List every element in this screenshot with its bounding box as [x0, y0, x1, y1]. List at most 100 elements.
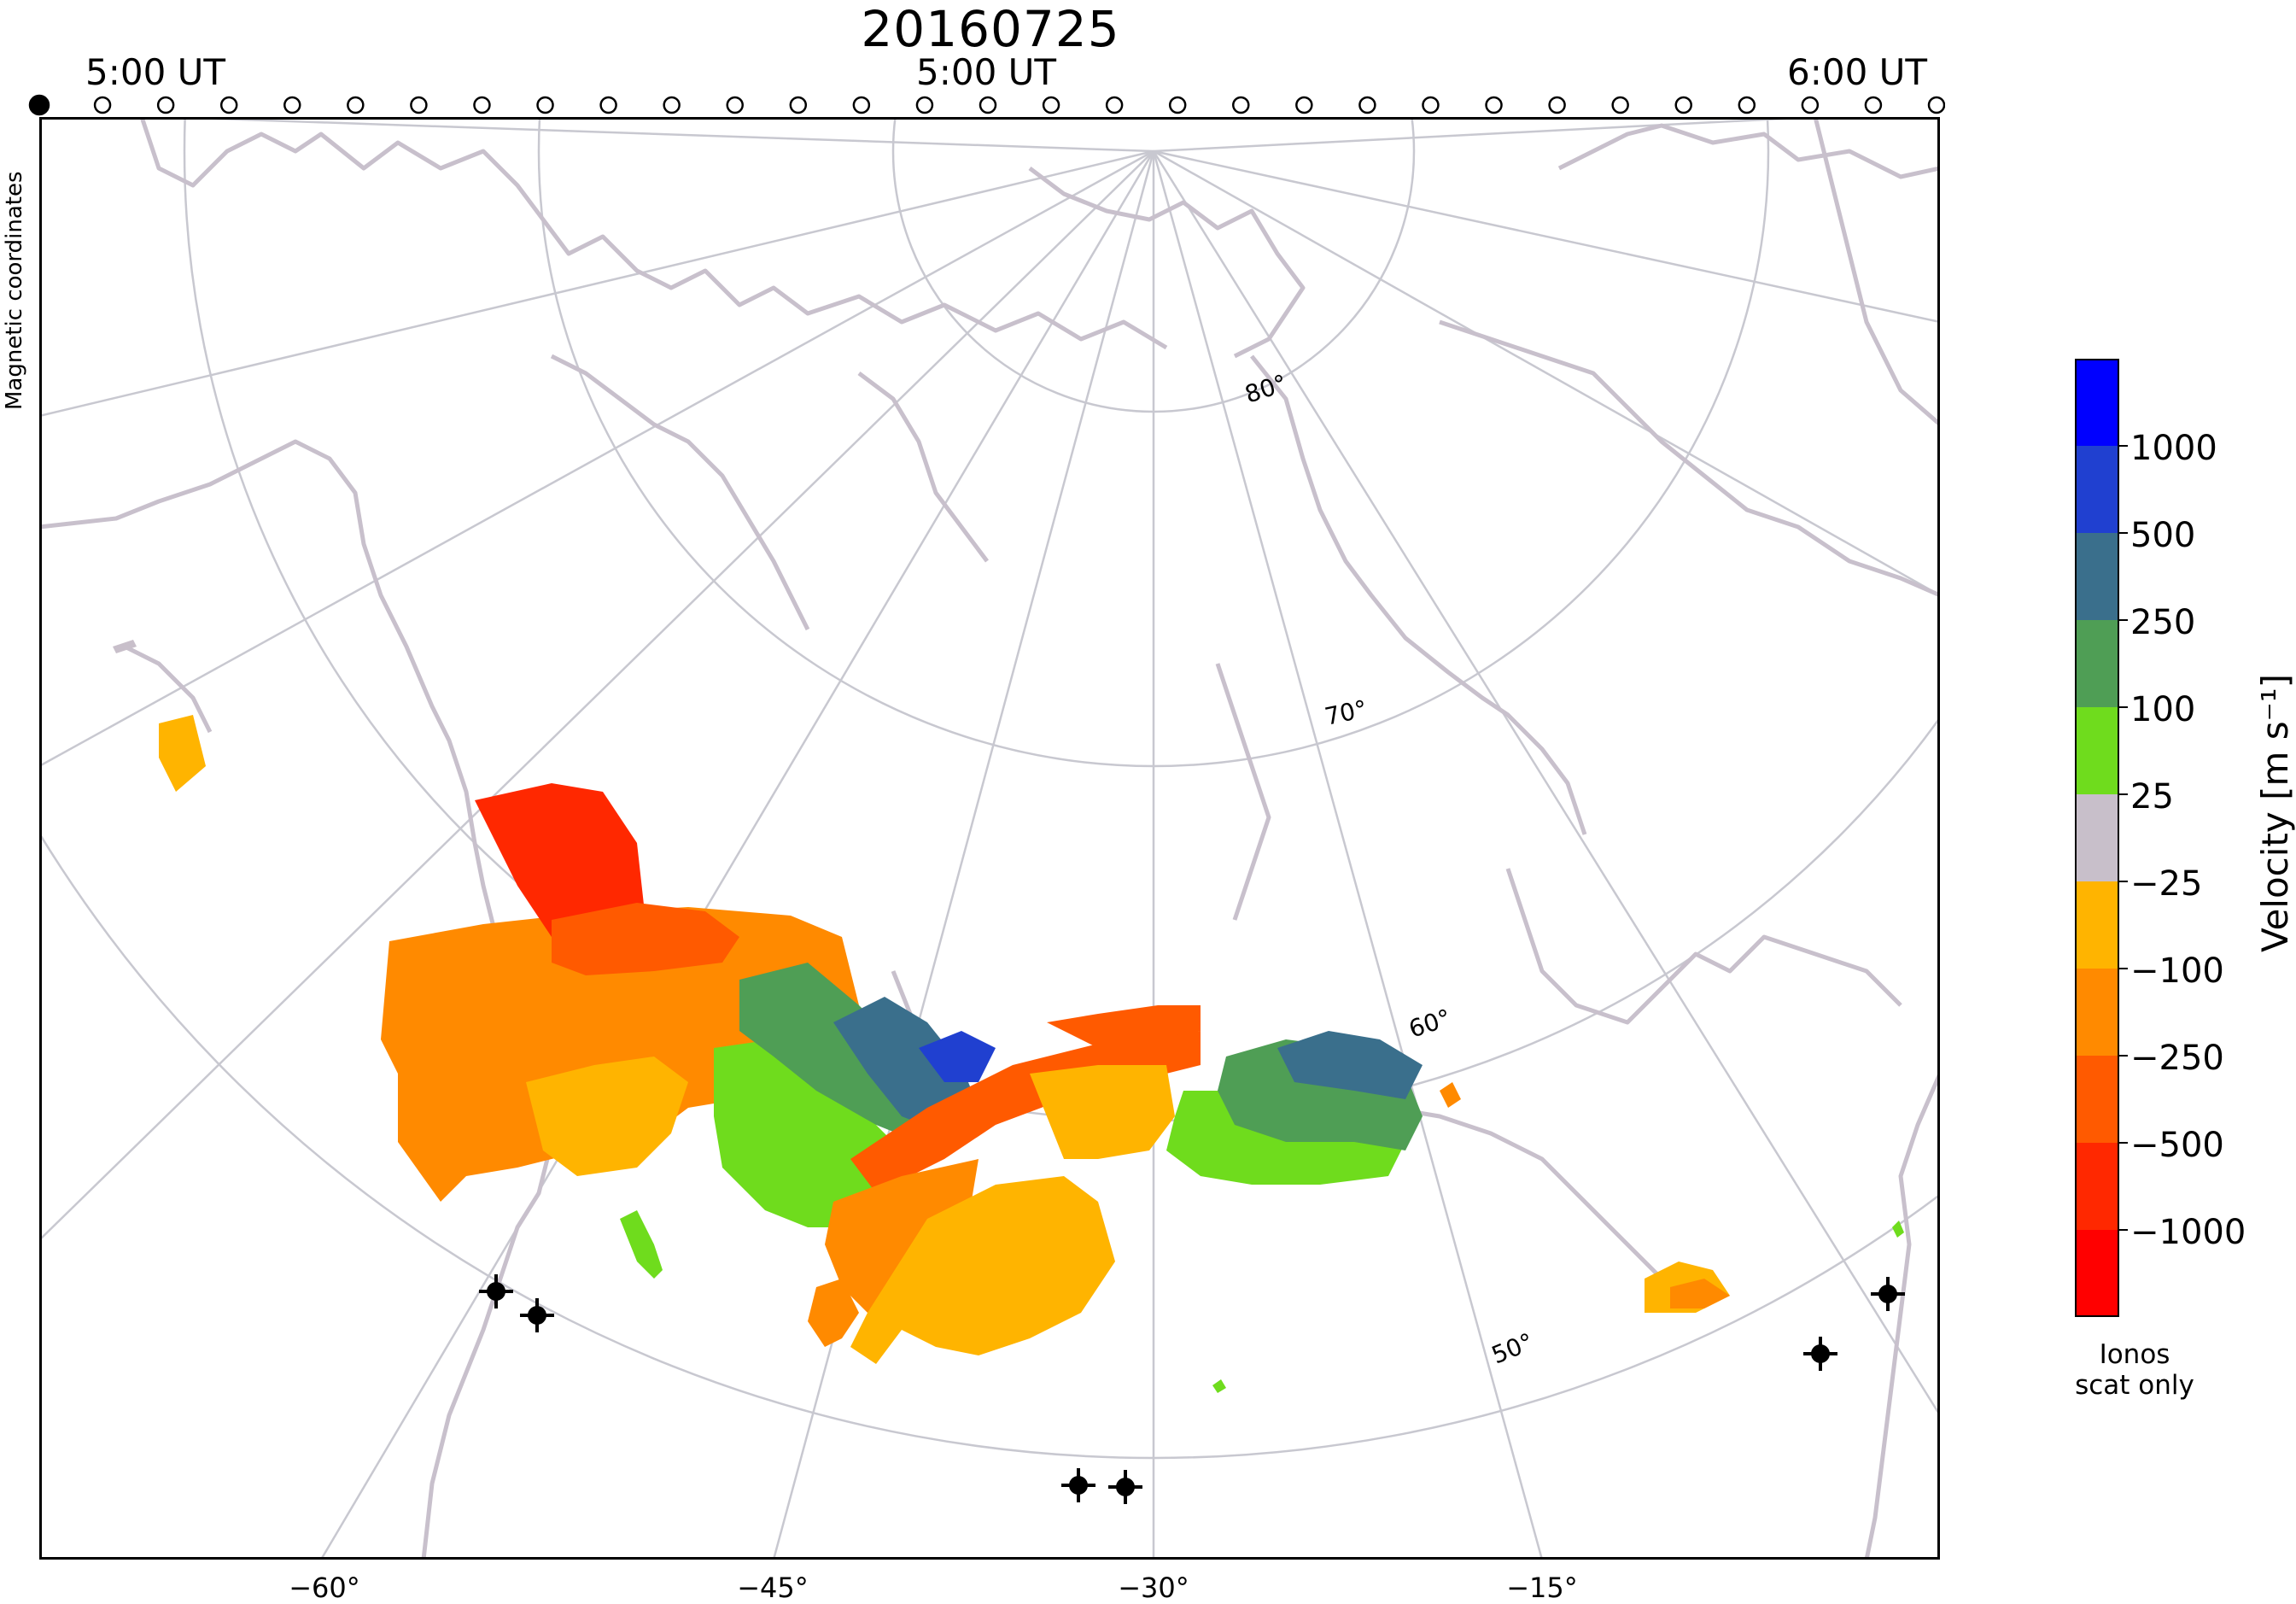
scatter-patch-yellow-center: [850, 1176, 1115, 1364]
time-marker: [1927, 96, 1945, 114]
time-marker: [347, 96, 365, 114]
time-marker: [1611, 96, 1629, 114]
colorbar-tick-minus100: −100: [2130, 951, 2224, 991]
graticule: [39, 117, 1940, 1560]
scatter-patch-blue-center: [919, 1031, 996, 1082]
scatter-patch-yellow-far-west: [159, 715, 206, 792]
colorbar-swatch: [2075, 969, 2119, 1056]
colorbar-swatch: [2075, 707, 2119, 794]
colorbar-tick-100: 100: [2130, 690, 2196, 729]
colorbar-swatch: [2075, 620, 2119, 707]
colorbar-swatch: [2075, 1230, 2119, 1317]
time-marker: [1422, 96, 1440, 114]
scatter-patch-green-small: [620, 1210, 663, 1279]
lat-label-70: 70°: [1323, 694, 1370, 731]
plot-title: 20160725: [861, 0, 1120, 58]
scatter-patch-orange-east: [1670, 1279, 1730, 1308]
lat-label-80: 80°: [1241, 369, 1290, 409]
time-marker: [1295, 96, 1313, 114]
radar-stations: [479, 1274, 1905, 1504]
radar-station-icon: [520, 1298, 554, 1332]
time-marker: [915, 96, 934, 114]
colorbar-swatch: [2075, 446, 2119, 533]
radar-station-icon: [479, 1274, 513, 1308]
time-marker: [599, 96, 617, 114]
ionos-scatter-note: Ionos scat only: [2032, 1339, 2237, 1401]
colorbar-swatch: [2075, 533, 2119, 620]
colorbar-tick-250: 250: [2130, 603, 2196, 642]
ionos-note-line-1: Ionos: [2099, 1339, 2170, 1370]
scatter-patch-yellow-small: [1030, 1065, 1175, 1159]
time-marker: [410, 96, 428, 114]
time-marker: [473, 96, 491, 114]
time-marker-current: [28, 94, 50, 116]
colorbar-frame: [2075, 359, 2119, 1317]
scatter-patch-green-center: [714, 1039, 910, 1227]
time-marker: [1358, 96, 1376, 114]
time-marker: [663, 96, 681, 114]
ionos-note-line-2: scat only: [2075, 1370, 2194, 1401]
time-marker: [156, 96, 175, 114]
scatter-patch-yellow-west: [526, 1057, 688, 1176]
time-label-start: 5:00 UT: [85, 51, 226, 93]
time-marker: [1674, 96, 1692, 114]
scatter-patch-gray-west: [113, 640, 137, 653]
map-frame: [39, 117, 1940, 1560]
scatter-patch-orange-south: [808, 1279, 859, 1347]
time-marker: [93, 96, 112, 114]
coastlines: [39, 117, 1940, 1560]
scatter-patch-darkorange-north: [552, 903, 739, 975]
time-marker: [1864, 96, 1883, 114]
colorbar-tick-25: 25: [2130, 777, 2174, 817]
colorbar-swatch: [2075, 359, 2119, 446]
time-marker-track: [28, 94, 1945, 116]
colorbar-tick-500: 500: [2130, 516, 2196, 555]
scatter-patch-green-tiny-east: [1892, 1221, 1904, 1238]
scatter-patch-red-north: [475, 783, 646, 937]
time-marker: [283, 96, 301, 114]
colorbar-tick-minus25: −25: [2130, 864, 2203, 904]
lon-label-minus45: −45°: [737, 1572, 809, 1604]
radar-station-icon: [1061, 1468, 1095, 1502]
radar-station-icon: [1803, 1337, 1837, 1371]
time-marker: [1548, 96, 1566, 114]
scatter-patch-green-tiny: [1212, 1379, 1226, 1393]
time-marker: [726, 96, 744, 114]
time-marker: [1801, 96, 1820, 114]
coordinate-system-label: Magnetic coordinates: [2, 171, 27, 410]
lon-label-minus60: −60°: [289, 1572, 360, 1604]
time-marker: [1232, 96, 1250, 114]
time-marker: [1168, 96, 1187, 114]
velocity-colorbar: [2075, 359, 2128, 1317]
radar-station-icon: [1108, 1470, 1142, 1504]
time-marker: [1738, 96, 1756, 114]
colorbar-axis-label: Velocity [m s⁻¹]: [2254, 673, 2296, 952]
scatter-patch-orange-tiny: [1440, 1082, 1461, 1108]
colorbar-tick-1000: 1000: [2130, 429, 2217, 468]
time-marker: [1105, 96, 1124, 114]
scatter-patch-teal-east: [1277, 1031, 1423, 1099]
time-label-end: 6:00 UT: [1787, 51, 1928, 93]
radar-station-icon: [1871, 1277, 1905, 1311]
colorbar-tick-minus1000: −1000: [2130, 1213, 2246, 1252]
colorbar-tick-minus500: −500: [2130, 1126, 2224, 1165]
time-marker: [979, 96, 997, 114]
colorbar-tick-minus250: −250: [2130, 1039, 2224, 1078]
time-label-middle: 5:00 UT: [916, 51, 1057, 93]
colorbar-swatch: [2075, 881, 2119, 969]
velocity-scatter: [113, 640, 1904, 1393]
scatter-patch-orange-east-band: [1047, 1005, 1201, 1048]
time-marker: [1485, 96, 1503, 114]
scatter-patch-teal-center: [833, 997, 979, 1133]
colorbar-swatch: [2075, 1056, 2119, 1143]
lon-label-minus15: −15°: [1506, 1572, 1578, 1604]
time-marker: [1042, 96, 1060, 114]
colorbar-swatch: [2075, 794, 2119, 881]
time-marker: [789, 96, 808, 114]
colorbar-swatch: [2075, 1143, 2119, 1230]
lat-label-60: 60°: [1405, 1004, 1454, 1044]
polar-map: 80° 70° 60° 50°: [39, 117, 1940, 1560]
lat-label-50: 50°: [1487, 1327, 1537, 1369]
time-marker: [219, 96, 238, 114]
time-marker: [536, 96, 554, 114]
